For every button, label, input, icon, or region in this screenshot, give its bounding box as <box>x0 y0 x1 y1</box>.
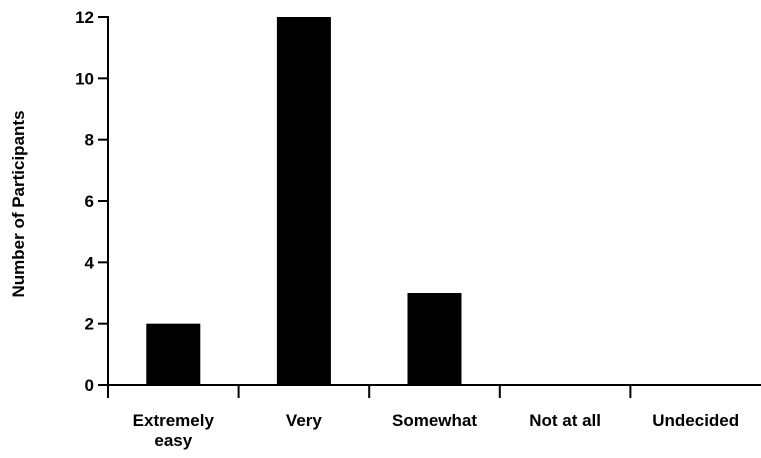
x-category-label: Extremely easy <box>133 411 215 450</box>
bars <box>146 17 462 385</box>
y-tick-label: 8 <box>85 131 94 150</box>
bar <box>276 17 331 385</box>
y-tick-label: 4 <box>85 253 95 272</box>
y-tick-label: 12 <box>75 8 94 27</box>
y-axis: 0 2 4 6 8 10 12 <box>75 8 109 395</box>
x-category-label: Very <box>286 411 322 430</box>
bar <box>407 293 462 385</box>
y-tick-label: 2 <box>85 315 94 334</box>
x-category-label: Somewhat <box>392 411 477 430</box>
y-axis-title: Number of Participants <box>9 110 28 297</box>
y-tick-label: 0 <box>85 376 94 395</box>
y-tick-label: 6 <box>85 192 94 211</box>
x-category-label: Undecided <box>652 411 739 430</box>
bar <box>146 323 201 385</box>
x-category-label: Not at all <box>529 411 601 430</box>
category-labels: Extremely easy Very Somewhat Not at all Undec… <box>133 411 739 450</box>
x-axis <box>107 384 761 398</box>
y-tick-label: 10 <box>75 69 94 88</box>
